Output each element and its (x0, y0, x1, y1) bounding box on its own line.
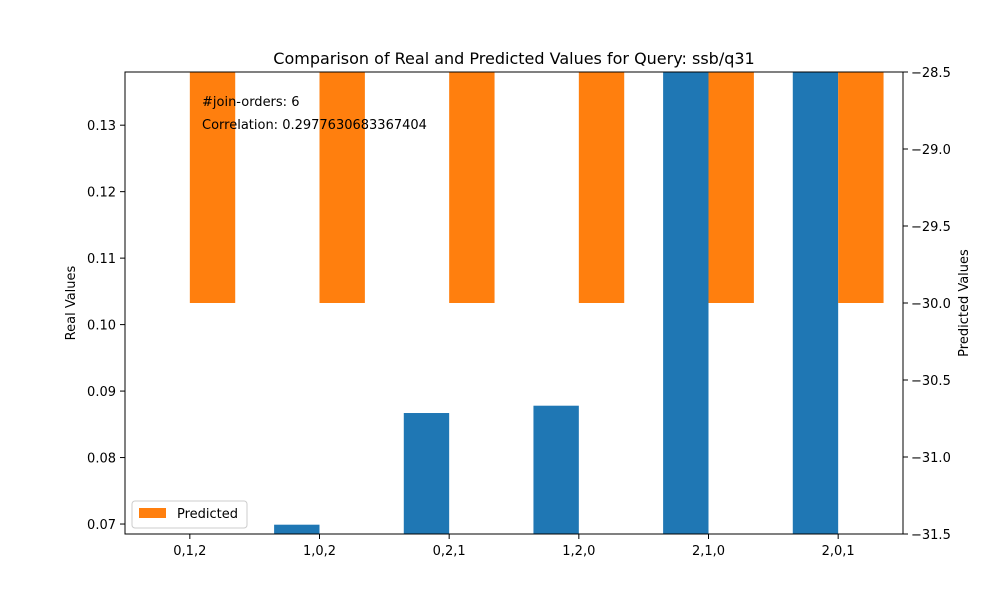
left-y-tick-label-6: 0.13 (87, 119, 116, 134)
predicted-bar-2 (449, 72, 495, 303)
real-bar-2 (403, 413, 450, 534)
x-tick-label-3: 1,2,0 (562, 544, 595, 559)
predicted-bar-1 (319, 72, 365, 303)
x-tick-label-0: 0,1,2 (173, 544, 206, 559)
right-y-tick-label-6: −28.5 (911, 66, 951, 81)
left-y-tick-label-5: 0.12 (87, 186, 116, 201)
right-axis-label: Predicted Values (957, 249, 972, 357)
left-y-tick-label-2: 0.09 (87, 385, 116, 400)
x-tick-label-5: 2,0,1 (822, 544, 855, 559)
predicted-bar-3 (578, 72, 625, 303)
real-bar-5 (792, 72, 839, 534)
annotation-0: #join-orders: 6 (202, 95, 299, 110)
chart-title: Comparison of Real and Predicted Values … (273, 49, 754, 68)
real-bar-3 (533, 405, 579, 534)
right-y-tick-label-5: −29.0 (911, 143, 951, 158)
real-bar-4 (663, 72, 709, 534)
right-y-tick-label-2: −30.5 (911, 374, 951, 389)
annotation-1: Correlation: 0.2977630683367404 (202, 118, 427, 133)
right-y-tick-label-0: −31.5 (911, 528, 951, 543)
left-y-tick-label-3: 0.10 (87, 319, 116, 334)
x-tick-label-1: 1,0,2 (303, 544, 336, 559)
predicted-bar-0 (189, 72, 236, 303)
right-y-tick-label-3: −30.0 (911, 297, 951, 312)
x-tick-label-2: 0,2,1 (433, 544, 466, 559)
legend-label-predicted: Predicted (177, 507, 238, 522)
left-y-tick-label-1: 0.08 (87, 452, 116, 467)
predicted-bar-5 (838, 72, 884, 303)
legend-swatch-predicted (139, 508, 166, 518)
right-y-tick-label-1: −31.0 (911, 451, 951, 466)
left-y-tick-label-4: 0.11 (87, 252, 116, 267)
real-bar-1 (274, 524, 320, 534)
left-y-tick-label-0: 0.07 (87, 518, 116, 533)
left-axis-label: Real Values (64, 265, 79, 340)
plot-frame (124, 71, 904, 535)
legend-box (131, 500, 248, 529)
x-tick-label-4: 2,1,0 (692, 544, 725, 559)
right-y-tick-label-4: −29.5 (911, 220, 951, 235)
predicted-bar-4 (708, 72, 754, 303)
